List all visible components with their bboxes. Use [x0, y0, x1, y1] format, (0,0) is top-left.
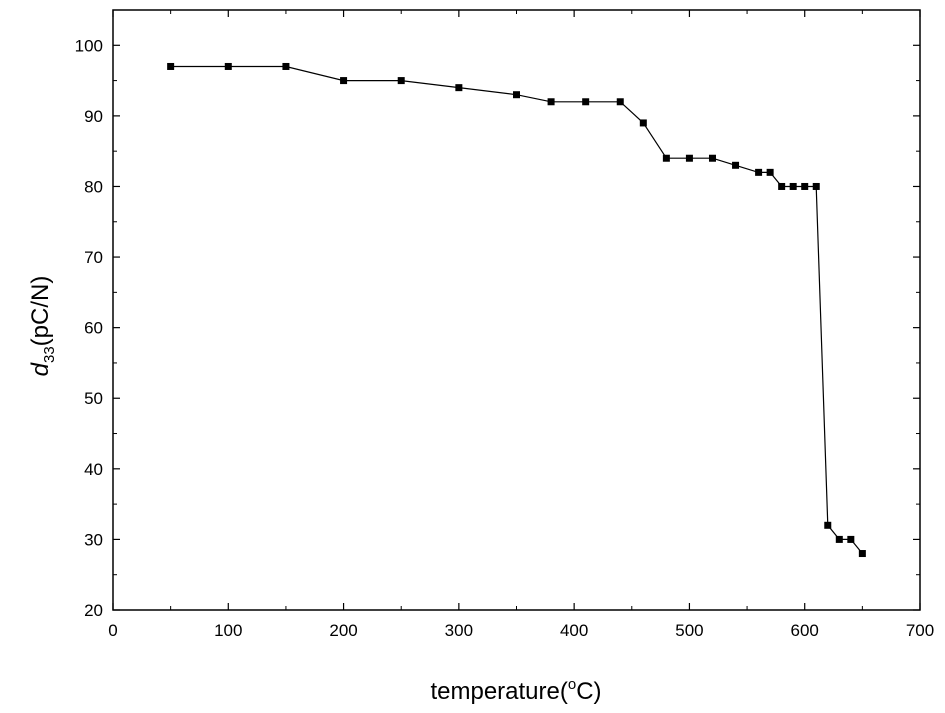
data-point	[686, 155, 693, 162]
x-tick-label: 300	[445, 621, 473, 640]
data-point	[790, 183, 797, 190]
data-point	[755, 169, 762, 176]
data-point	[640, 119, 647, 126]
data-point	[548, 98, 555, 105]
x-tick-label: 0	[108, 621, 117, 640]
y-tick-label: 80	[84, 177, 103, 196]
data-point	[847, 536, 854, 543]
data-point	[709, 155, 716, 162]
data-point	[778, 183, 785, 190]
data-point	[824, 522, 831, 529]
data-point	[340, 77, 347, 84]
plot-frame	[113, 10, 920, 610]
data-point	[398, 77, 405, 84]
data-point	[582, 98, 589, 105]
x-tick-label: 700	[906, 621, 934, 640]
y-tick-label: 70	[84, 248, 103, 267]
data-point	[455, 84, 462, 91]
series-line	[171, 67, 863, 554]
data-point	[801, 183, 808, 190]
data-point	[813, 183, 820, 190]
x-tick-label: 100	[214, 621, 242, 640]
data-point	[767, 169, 774, 176]
axis-ticks	[113, 10, 920, 610]
data-point	[859, 550, 866, 557]
x-tick-label: 600	[791, 621, 819, 640]
y-axis-title: d33(pC/N)	[27, 276, 58, 377]
series-markers	[167, 63, 866, 557]
x-axis-title-degree: o	[568, 676, 576, 693]
y-tick-label: 100	[75, 36, 103, 55]
y-axis-title-subscript: 33	[41, 346, 58, 363]
x-tick-label: 200	[329, 621, 357, 640]
x-tick-label: 400	[560, 621, 588, 640]
data-point	[225, 63, 232, 70]
y-tick-label: 20	[84, 601, 103, 620]
y-tick-label: 30	[84, 530, 103, 549]
y-axis-title-unit: (pC/N)	[27, 276, 54, 347]
x-tick-label: 500	[675, 621, 703, 640]
data-point	[836, 536, 843, 543]
data-point	[663, 155, 670, 162]
data-point	[513, 91, 520, 98]
y-tick-label: 90	[84, 107, 103, 126]
data-point	[167, 63, 174, 70]
y-tick-label: 40	[84, 460, 103, 479]
data-point	[732, 162, 739, 169]
y-tick-label: 50	[84, 389, 103, 408]
x-axis-title-main: temperature(	[430, 678, 567, 705]
data-point	[282, 63, 289, 70]
x-axis-title: temperature(oC)	[430, 676, 601, 705]
x-axis-title-unit: C)	[576, 678, 601, 705]
axis-tick-labels: 0 100 200 300 400 500 600 700 20 30 40 50 60 70 80 90 10…	[75, 36, 935, 640]
data-point	[617, 98, 624, 105]
y-tick-label: 60	[84, 319, 103, 338]
y-axis-title-symbol: d	[27, 362, 54, 376]
